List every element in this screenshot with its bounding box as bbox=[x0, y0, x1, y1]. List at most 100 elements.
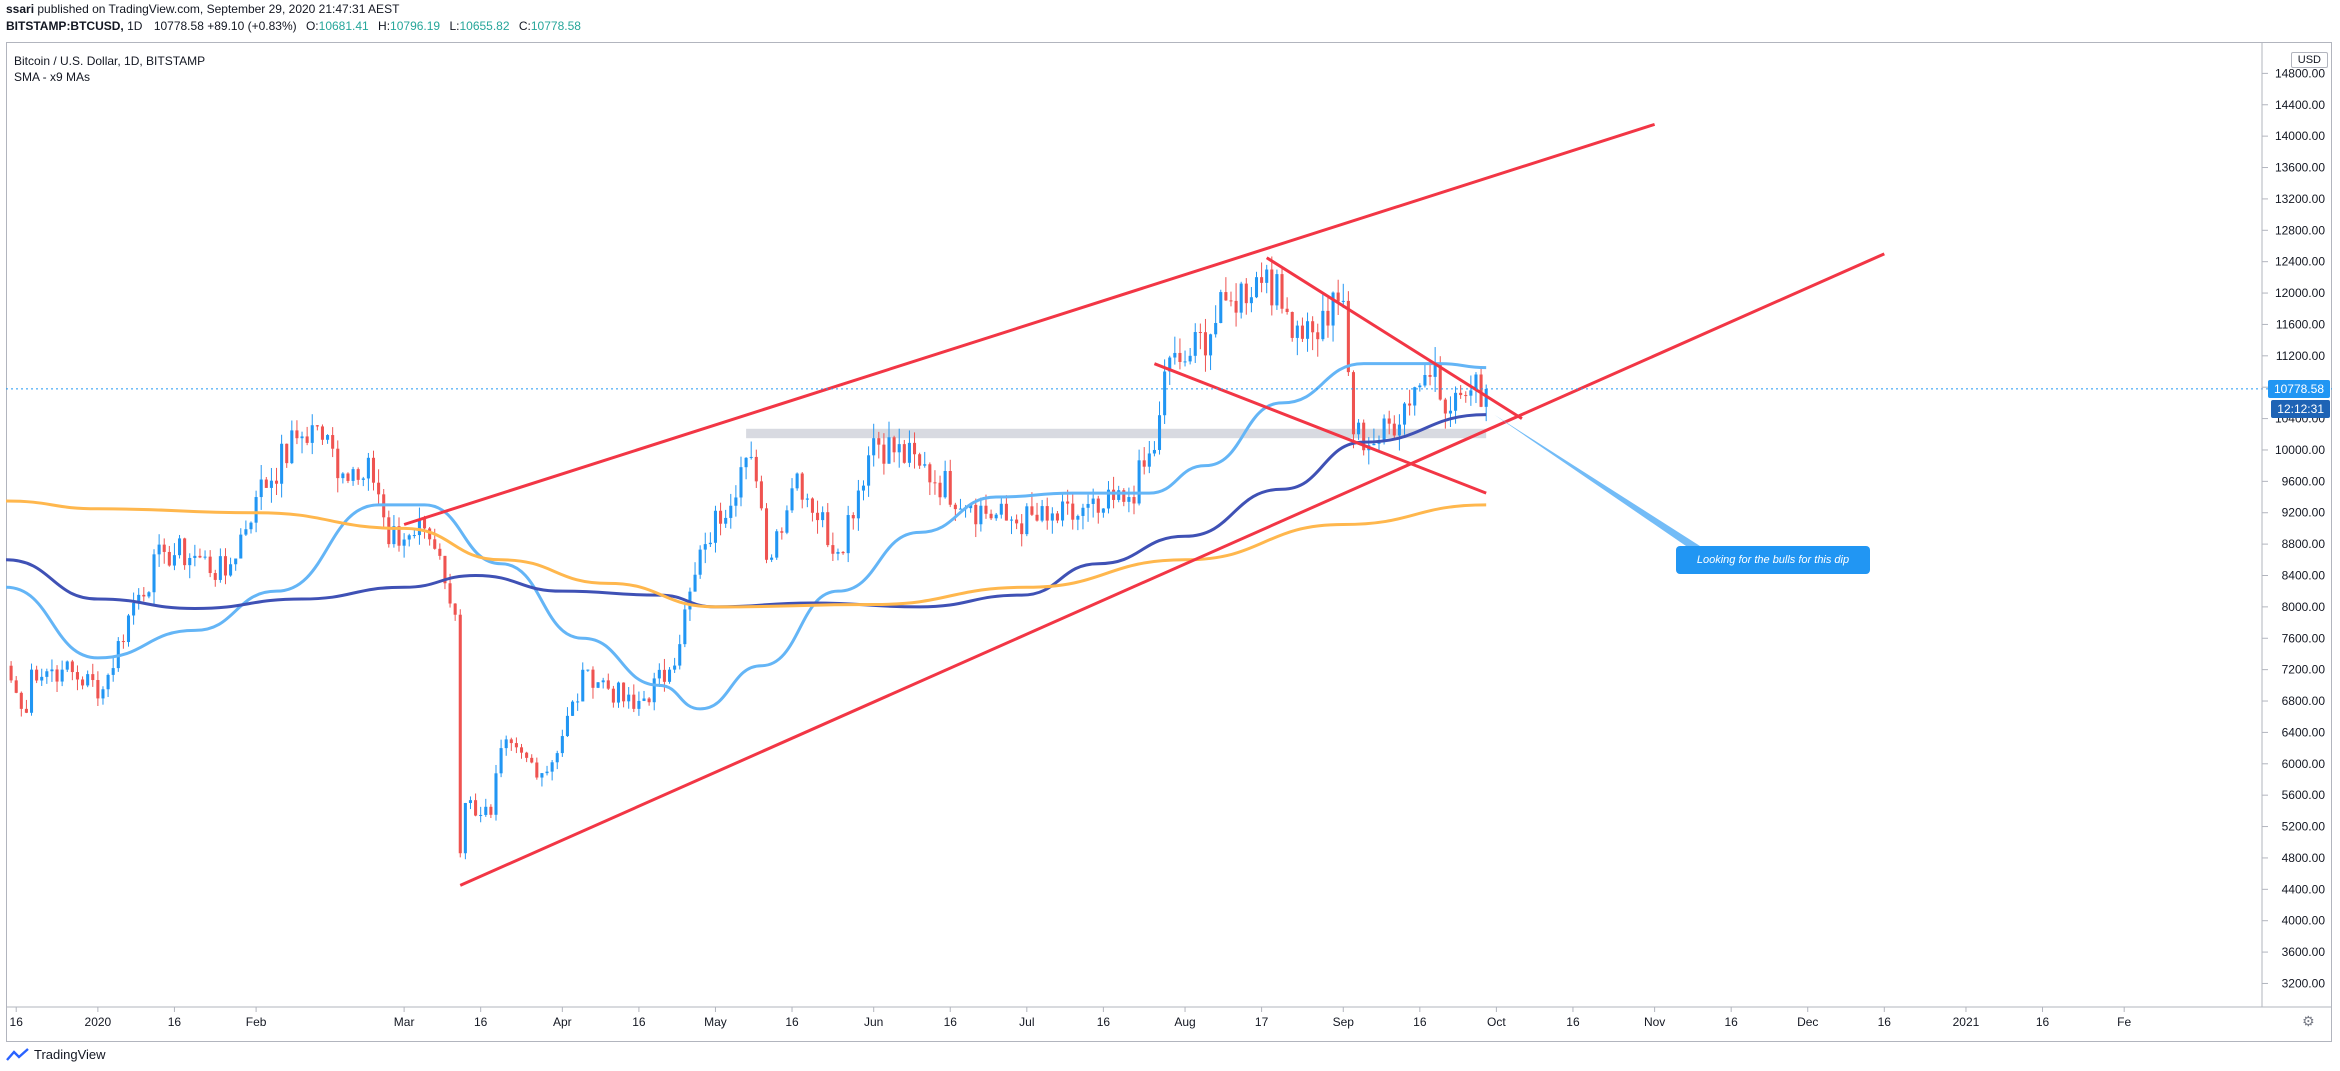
candle bbox=[1061, 494, 1065, 527]
candle bbox=[652, 672, 656, 711]
candle-body bbox=[9, 665, 13, 681]
candle-body bbox=[1290, 312, 1294, 338]
candle-body bbox=[902, 444, 906, 463]
author-name[interactable]: ssari bbox=[6, 2, 35, 16]
candle bbox=[892, 435, 896, 463]
candle-body bbox=[285, 443, 289, 464]
candle bbox=[193, 544, 197, 567]
candle-body bbox=[468, 800, 473, 804]
candle bbox=[1316, 323, 1320, 357]
annotation-callout[interactable]: Looking for the bulls for this dip bbox=[1676, 546, 1870, 574]
price-tick-label: 14000.00 bbox=[2275, 129, 2325, 143]
candle bbox=[856, 479, 860, 531]
candle-body bbox=[274, 480, 279, 484]
candle bbox=[846, 505, 850, 563]
candle bbox=[836, 548, 840, 561]
candle bbox=[1387, 410, 1391, 435]
candle bbox=[9, 661, 13, 683]
candle-body bbox=[856, 490, 860, 519]
currency-label[interactable]: USD bbox=[2290, 52, 2328, 68]
candle-body bbox=[1015, 519, 1019, 524]
candle bbox=[341, 472, 345, 484]
candle bbox=[1040, 499, 1044, 523]
candle bbox=[1392, 415, 1396, 439]
time-tick-label: 2021 bbox=[1953, 1015, 1980, 1029]
candle bbox=[831, 532, 835, 561]
high-label: H: bbox=[378, 19, 391, 33]
candle bbox=[239, 528, 243, 559]
candle bbox=[1188, 348, 1192, 365]
candle-body bbox=[831, 545, 835, 554]
candle-body bbox=[713, 510, 717, 543]
candle bbox=[1239, 281, 1243, 319]
candle bbox=[45, 668, 49, 684]
candle-body bbox=[994, 514, 998, 519]
last-price: 10778.58 bbox=[153, 19, 204, 33]
candle bbox=[693, 562, 697, 592]
candle bbox=[678, 634, 682, 670]
candle-body bbox=[591, 669, 595, 688]
candle bbox=[1295, 320, 1299, 356]
candle bbox=[979, 497, 983, 532]
candle bbox=[423, 515, 427, 539]
candle-body bbox=[1433, 363, 1437, 377]
candle-body bbox=[1438, 363, 1442, 400]
candle-body bbox=[805, 498, 809, 500]
candle-body bbox=[331, 435, 335, 449]
candle bbox=[627, 687, 631, 709]
price-tick-label: 14400.00 bbox=[2275, 98, 2325, 112]
candle-body bbox=[1270, 269, 1274, 306]
candle-body bbox=[1428, 375, 1432, 377]
candle-body bbox=[555, 753, 559, 763]
candle-body bbox=[918, 454, 922, 466]
candle bbox=[417, 507, 421, 545]
candle-body bbox=[280, 443, 284, 484]
candle bbox=[1122, 488, 1126, 507]
candle-body bbox=[320, 426, 324, 440]
candle-body bbox=[1183, 361, 1187, 363]
candle-body bbox=[1362, 422, 1366, 451]
candle-body bbox=[351, 469, 355, 481]
candle bbox=[172, 543, 176, 571]
candle-body bbox=[887, 437, 891, 464]
candle bbox=[1423, 363, 1427, 388]
candle-body bbox=[647, 698, 651, 703]
settings-gear-icon[interactable]: ⚙ bbox=[2302, 1014, 2315, 1030]
candle-body bbox=[366, 457, 370, 479]
candle-body bbox=[65, 661, 69, 670]
candle-body bbox=[1188, 355, 1192, 362]
candle bbox=[1015, 514, 1019, 530]
candle bbox=[70, 659, 74, 681]
candle bbox=[382, 489, 386, 528]
candle bbox=[703, 532, 707, 564]
candle bbox=[586, 669, 590, 672]
study-label[interactable]: SMA - x9 MAs bbox=[14, 70, 91, 84]
candle-body bbox=[1055, 513, 1059, 521]
candle bbox=[902, 439, 906, 464]
candle bbox=[821, 506, 825, 528]
candle bbox=[152, 549, 156, 605]
candle-body bbox=[928, 464, 932, 483]
candle bbox=[1413, 386, 1417, 416]
candle-body bbox=[55, 669, 59, 682]
candle-body bbox=[1306, 321, 1310, 339]
candle bbox=[320, 424, 324, 445]
candle bbox=[1229, 291, 1233, 307]
candle bbox=[208, 550, 212, 578]
candle-body bbox=[984, 505, 988, 514]
candle-body bbox=[264, 479, 268, 488]
candle bbox=[795, 472, 799, 491]
candle-body bbox=[1020, 523, 1024, 535]
footer-brand: TradingView bbox=[6, 1047, 106, 1062]
candle-body bbox=[775, 531, 779, 558]
candle-body bbox=[249, 522, 253, 530]
candle bbox=[775, 529, 779, 560]
candle-body bbox=[239, 534, 243, 559]
candle bbox=[132, 592, 136, 625]
candle-body bbox=[571, 701, 575, 716]
candle bbox=[50, 659, 54, 682]
candle bbox=[1132, 485, 1136, 515]
chart-frame bbox=[6, 42, 2332, 1042]
publish-text: published on TradingView.com, September … bbox=[37, 2, 400, 16]
